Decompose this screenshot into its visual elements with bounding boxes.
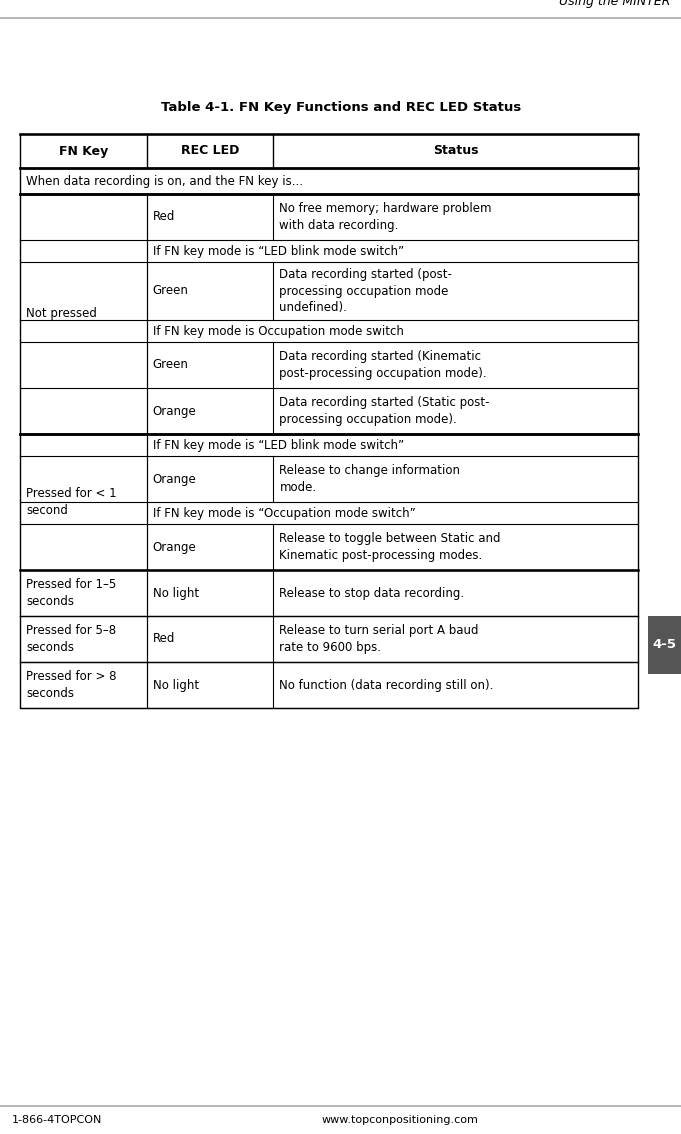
Text: Pressed for > 8
seconds: Pressed for > 8 seconds [26, 670, 116, 700]
Text: Release to stop data recording.: Release to stop data recording. [279, 586, 464, 600]
Text: Not pressed: Not pressed [26, 307, 97, 321]
Text: Orange: Orange [153, 541, 196, 553]
Text: Release to toggle between Static and
Kinematic post-processing modes.: Release to toggle between Static and Kin… [279, 532, 501, 561]
Text: Status: Status [433, 144, 479, 158]
Text: Red: Red [153, 633, 175, 645]
Text: No light: No light [153, 586, 199, 600]
Text: No light: No light [153, 678, 199, 692]
Text: Data recording started (Kinematic
post-processing occupation mode).: Data recording started (Kinematic post-p… [279, 350, 487, 380]
Text: Table 4-1. FN Key Functions and REC LED Status: Table 4-1. FN Key Functions and REC LED … [161, 101, 521, 115]
Text: Data recording started (Static post-
processing occupation mode).: Data recording started (Static post- pro… [279, 396, 490, 425]
Text: Red: Red [153, 211, 175, 223]
Text: Release to turn serial port A baud
rate to 9600 bps.: Release to turn serial port A baud rate … [279, 624, 479, 653]
Text: Using the MINTER: Using the MINTER [558, 0, 670, 8]
Text: If FN key mode is “Occupation mode switch”: If FN key mode is “Occupation mode switc… [153, 507, 415, 519]
Text: Pressed for 5–8
seconds: Pressed for 5–8 seconds [26, 624, 116, 654]
Text: Release to change information
mode.: Release to change information mode. [279, 464, 460, 493]
Text: Pressed for < 1
second: Pressed for < 1 second [26, 486, 116, 517]
Text: Pressed for 1–5
seconds: Pressed for 1–5 seconds [26, 578, 116, 608]
Text: Orange: Orange [153, 473, 196, 485]
Text: If FN key mode is Occupation mode switch: If FN key mode is Occupation mode switch [153, 324, 404, 338]
Text: FN Key: FN Key [59, 144, 108, 158]
Text: 1-866-4TOPCON: 1-866-4TOPCON [12, 1115, 102, 1125]
Text: No function (data recording still on).: No function (data recording still on). [279, 678, 494, 692]
Text: www.topconpositioning.com: www.topconpositioning.com [321, 1115, 479, 1125]
Text: If FN key mode is “LED blink mode switch”: If FN key mode is “LED blink mode switch… [153, 439, 404, 451]
Text: No free memory; hardware problem
with data recording.: No free memory; hardware problem with da… [279, 202, 492, 231]
Text: Green: Green [153, 285, 189, 297]
Text: If FN key mode is “LED blink mode switch”: If FN key mode is “LED blink mode switch… [153, 245, 404, 257]
Text: When data recording is on, and the FN key is...: When data recording is on, and the FN ke… [26, 175, 303, 187]
Text: 4-5: 4-5 [652, 638, 676, 652]
Text: REC LED: REC LED [181, 144, 239, 158]
Text: Orange: Orange [153, 405, 196, 417]
Text: Green: Green [153, 358, 189, 372]
Text: Data recording started (post-
processing occupation mode
undefined).: Data recording started (post- processing… [279, 268, 452, 314]
Bar [648, 616, 681, 674]
